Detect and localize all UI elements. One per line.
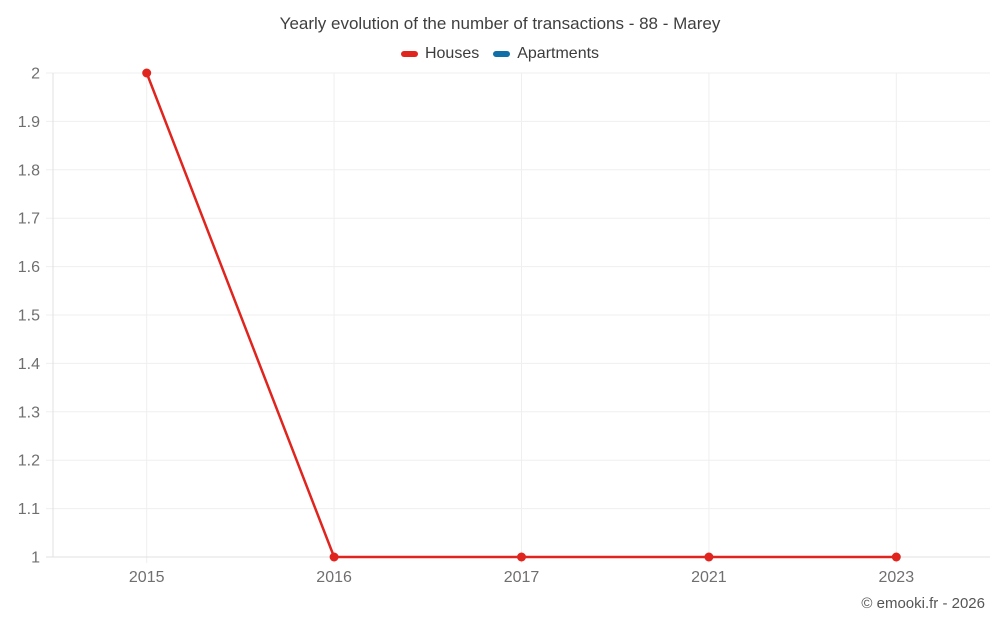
x-tick-label: 2015 bbox=[129, 569, 165, 586]
x-tick-label: 2017 bbox=[504, 569, 540, 586]
legend-item-apartments[interactable]: Apartments bbox=[493, 45, 599, 63]
data-point-houses-2016[interactable] bbox=[329, 552, 339, 562]
y-tick-label: 1.2 bbox=[18, 453, 40, 470]
y-tick-label: 1.4 bbox=[18, 356, 40, 373]
x-tick-label: 2023 bbox=[879, 569, 915, 586]
legend-swatch-houses bbox=[400, 51, 418, 57]
y-tick-label: 1 bbox=[31, 550, 40, 567]
y-tick-label: 1.7 bbox=[18, 211, 40, 228]
y-tick-label: 1.5 bbox=[18, 308, 40, 325]
copyright-text: © emooki.fr - 2026 bbox=[861, 595, 985, 612]
legend-label-houses: Houses bbox=[424, 45, 480, 62]
data-point-houses-2017[interactable] bbox=[517, 552, 526, 562]
data-point-houses-2015[interactable] bbox=[142, 68, 152, 78]
x-tick-label: 2016 bbox=[316, 569, 352, 586]
data-point-houses-2023[interactable] bbox=[891, 552, 901, 562]
y-tick-label: 2 bbox=[31, 66, 40, 83]
legend-item-houses[interactable]: Houses bbox=[400, 45, 480, 63]
y-tick-label: 1.9 bbox=[18, 114, 40, 131]
x-tick-label: 2021 bbox=[691, 569, 727, 586]
y-tick-label: 1.3 bbox=[18, 404, 40, 421]
y-tick-label: 1.1 bbox=[18, 501, 40, 518]
legend: Houses Apartments bbox=[0, 45, 1000, 63]
y-tick-label: 1.6 bbox=[18, 259, 40, 276]
chart-title: Yearly evolution of the number of transa… bbox=[279, 14, 721, 33]
data-point-houses-2021[interactable] bbox=[704, 552, 714, 562]
legend-label-apartments: Apartments bbox=[517, 45, 600, 62]
legend-swatch-apartments bbox=[493, 51, 511, 57]
y-tick-label: 1.8 bbox=[18, 162, 40, 179]
